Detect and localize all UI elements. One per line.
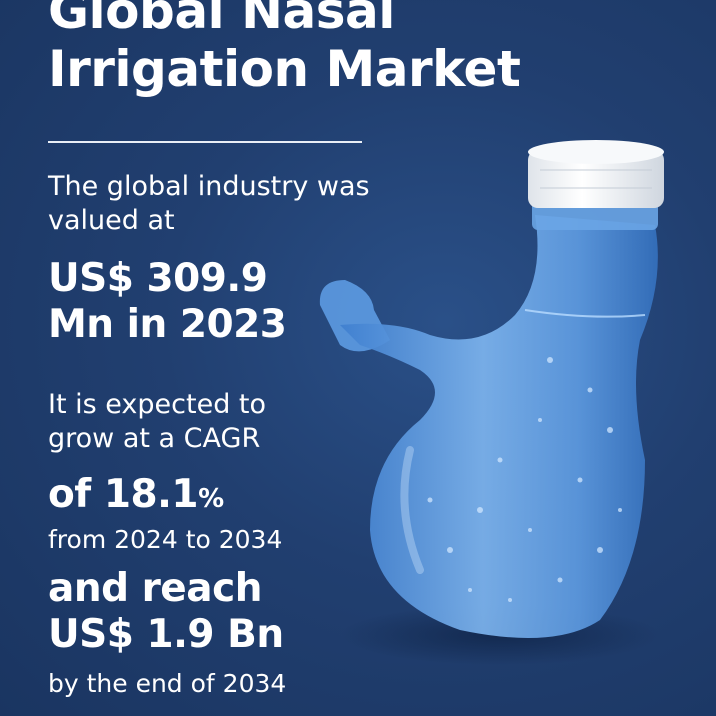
cagr-number: of 18.1 [48,472,199,517]
water-bubbles [427,357,622,602]
intro-line-2: valued at [48,205,175,236]
market-value-2023: US$ 309.9 Mn in 2023 [48,256,287,348]
forecast-period: from 2024 to 2034 [48,525,283,554]
bottle-highlight [400,446,424,574]
intro-line-1: The global industry was [48,171,370,202]
page-title: Global Nasal Irrigation Market [48,0,521,98]
intro-text: The global industry was valued at [48,170,370,238]
growth-text: It is expected to grow at a CAGR [48,388,266,456]
title-line-2: Irrigation Market [48,40,521,98]
title-line-1: Global Nasal [48,0,395,40]
bottle-body [340,215,658,638]
market-value-line-2: Mn in 2023 [48,302,287,347]
cagr-percent-symbol: % [198,484,224,514]
neti-pot-illustration [319,140,664,665]
market-value-line-1: US$ 309.9 [48,256,268,301]
bottle-cap [528,140,664,208]
cagr-value: of 18.1% [48,472,224,522]
title-divider [48,141,362,143]
forecast-end-text: by the end of 2034 [48,669,287,698]
growth-line-2: grow at a CAGR [48,423,261,454]
growth-line-1: It is expected to [48,389,267,420]
water-line [524,309,646,318]
reach-line-2: US$ 1.9 Bn [48,612,284,657]
reach-line-1: and reach [48,566,262,611]
forecast-value: and reach US$ 1.9 Bn [48,566,284,658]
